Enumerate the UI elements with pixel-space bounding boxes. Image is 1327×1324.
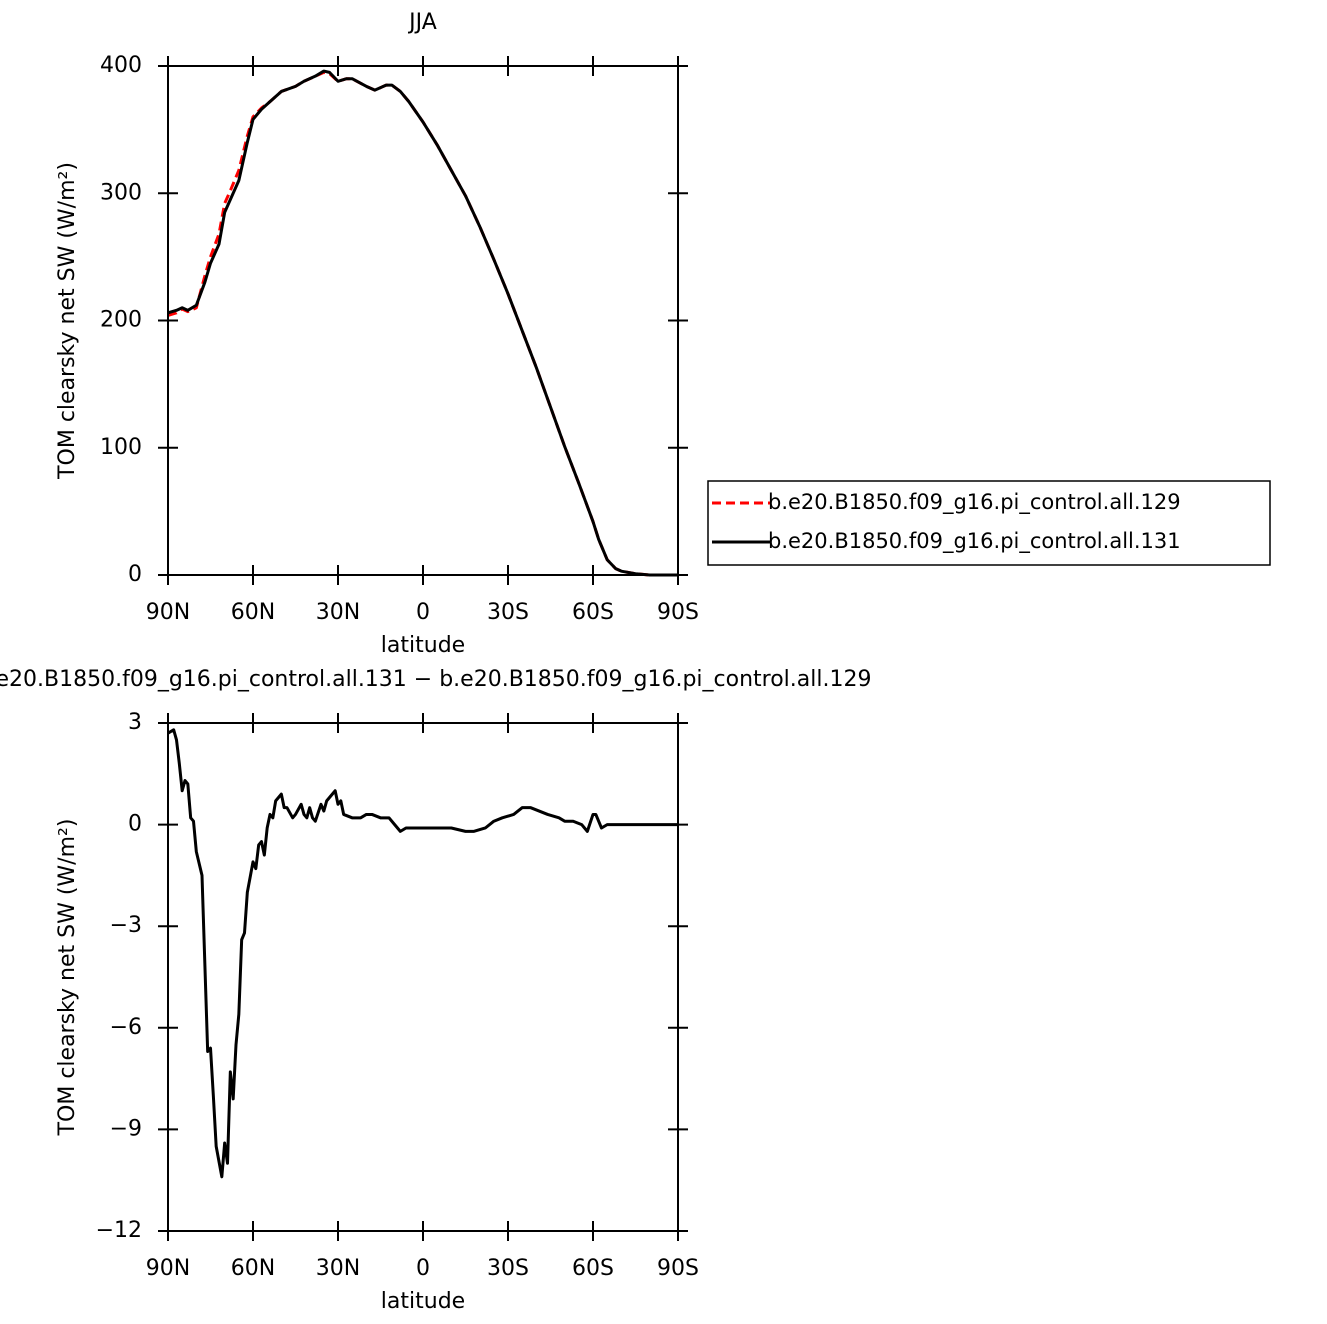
legend-label: b.e20.B1850.f09_g16.pi_control.all.131 <box>768 529 1181 554</box>
x-axis-label: latitude <box>381 633 465 658</box>
plot-frame <box>167 722 679 1232</box>
y-axis-label: TOM clearsky net SW (W/m²) <box>55 162 80 480</box>
series-line <box>167 70 678 577</box>
y-tick-label: 3 <box>128 710 142 735</box>
chart-title: b.e20.B1850.f09_g16.pi_control.all.131 −… <box>0 667 871 692</box>
y-tick-label: 0 <box>128 562 142 587</box>
x-tick-label: 90N <box>146 600 190 625</box>
x-tick-label: 60N <box>231 600 275 625</box>
legend: b.e20.B1850.f09_g16.pi_control.all.129 b.… <box>707 480 1271 566</box>
x-tick-label: 60S <box>572 1256 614 1281</box>
x-tick-label: 60S <box>572 600 614 625</box>
plot-frame <box>167 65 679 576</box>
x-tick-label: 90N <box>146 1256 190 1281</box>
y-tick-label: −9 <box>110 1116 142 1141</box>
y-tick-label: −12 <box>96 1218 142 1243</box>
series-line <box>167 728 678 1179</box>
y-tick-label: 400 <box>100 53 142 78</box>
legend-frame <box>707 480 1271 566</box>
y-tick-label: 300 <box>100 180 142 205</box>
y-tick-label: −6 <box>110 1015 142 1040</box>
x-tick-label: 30S <box>487 600 529 625</box>
x-tick-label: 0 <box>416 600 430 625</box>
x-tick-label: 60N <box>231 1256 275 1281</box>
x-tick-label: 30N <box>316 600 360 625</box>
legend-label: b.e20.B1850.f09_g16.pi_control.all.129 <box>768 490 1181 515</box>
x-tick-label: 90S <box>657 600 699 625</box>
y-tick-label: 200 <box>100 308 142 333</box>
x-tick-label: 0 <box>416 1256 430 1281</box>
y-tick-label: 0 <box>128 812 142 837</box>
y-tick-label: 100 <box>100 435 142 460</box>
x-axis-label: latitude <box>381 1289 465 1314</box>
x-tick-label: 30S <box>487 1256 529 1281</box>
y-axis-label: TOM clearsky net SW (W/m²) <box>55 819 80 1137</box>
chart-title: JJA <box>407 10 437 35</box>
x-tick-label: 30N <box>316 1256 360 1281</box>
series-line <box>167 69 678 577</box>
x-tick-label: 90S <box>657 1256 699 1281</box>
y-tick-label: −3 <box>110 913 142 938</box>
